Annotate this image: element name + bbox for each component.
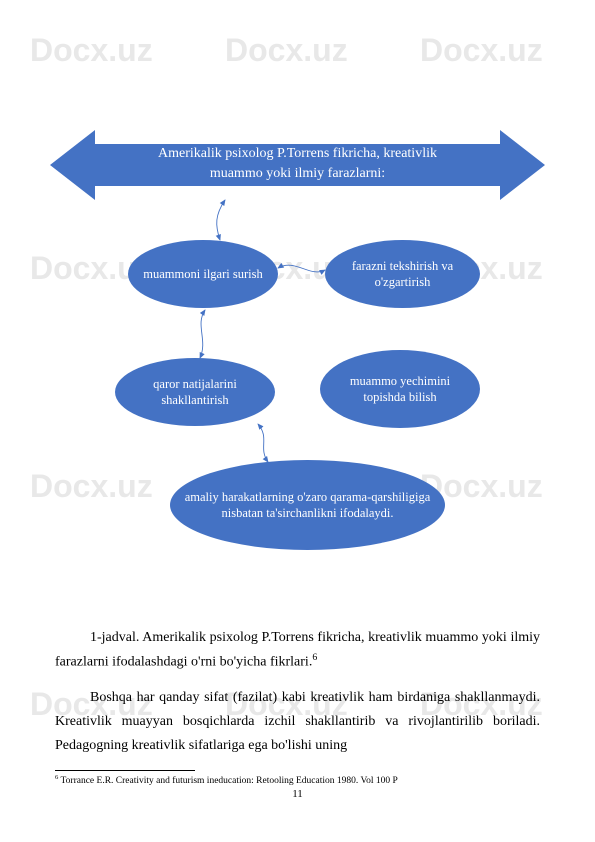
watermark: Docx.uz [30,468,153,505]
page-number: 11 [0,788,595,800]
watermark: Docx.uz [30,32,153,69]
ellipse-muammo-yechimini: muammo yechimini topishda bilish [320,350,480,428]
banner-line1: Amerikalik psixolog P.Torrens fikricha, … [158,146,437,161]
paragraph-1: 1-jadval. Amerikalik psixolog P.Torrens … [55,626,540,674]
ellipse-farazni: farazni tekshirish va o'zgartirish [325,240,480,308]
ellipse-text: muammo yechimini topishda bilish [328,373,472,406]
ellipse-muammoni: muammoni ilgari surish [128,240,278,308]
ellipse-qaror: qaror natijalarini shakllantirish [115,358,275,426]
footnote-ref: 6 [312,652,317,663]
footnote-text: Torrance E.R. Creativity and futurism in… [58,776,397,786]
p2-text: Boshqa har qanday sifat (fazilat) kabi k… [55,690,540,753]
ellipse-amaliy: amaliy harakatlarning o'zaro qarama-qars… [170,460,445,550]
banner-text: Amerikalik psixolog P.Torrens fikricha, … [50,144,545,183]
footnote: 6 Torrance E.R. Creativity and futurism … [55,774,540,788]
p1-text: 1-jadval. Amerikalik psixolog P.Torrens … [55,630,540,669]
ellipse-text: qaror natijalarini shakllantirish [123,376,267,409]
ellipse-text: muammoni ilgari surish [143,266,262,282]
banner-line2: muammo yoki ilmiy farazlarni: [210,166,385,181]
watermark: Docx.uz [225,32,348,69]
banner-arrow: Amerikalik psixolog P.Torrens fikricha, … [50,130,545,200]
ellipse-text: amaliy harakatlarning o'zaro qarama-qars… [178,489,437,522]
footnote-rule [55,770,195,771]
ellipse-text: farazni tekshirish va o'zgartirish [333,258,472,291]
watermark: Docx.uz [420,32,543,69]
paragraph-2: Boshqa har qanday sifat (fazilat) kabi k… [55,686,540,757]
